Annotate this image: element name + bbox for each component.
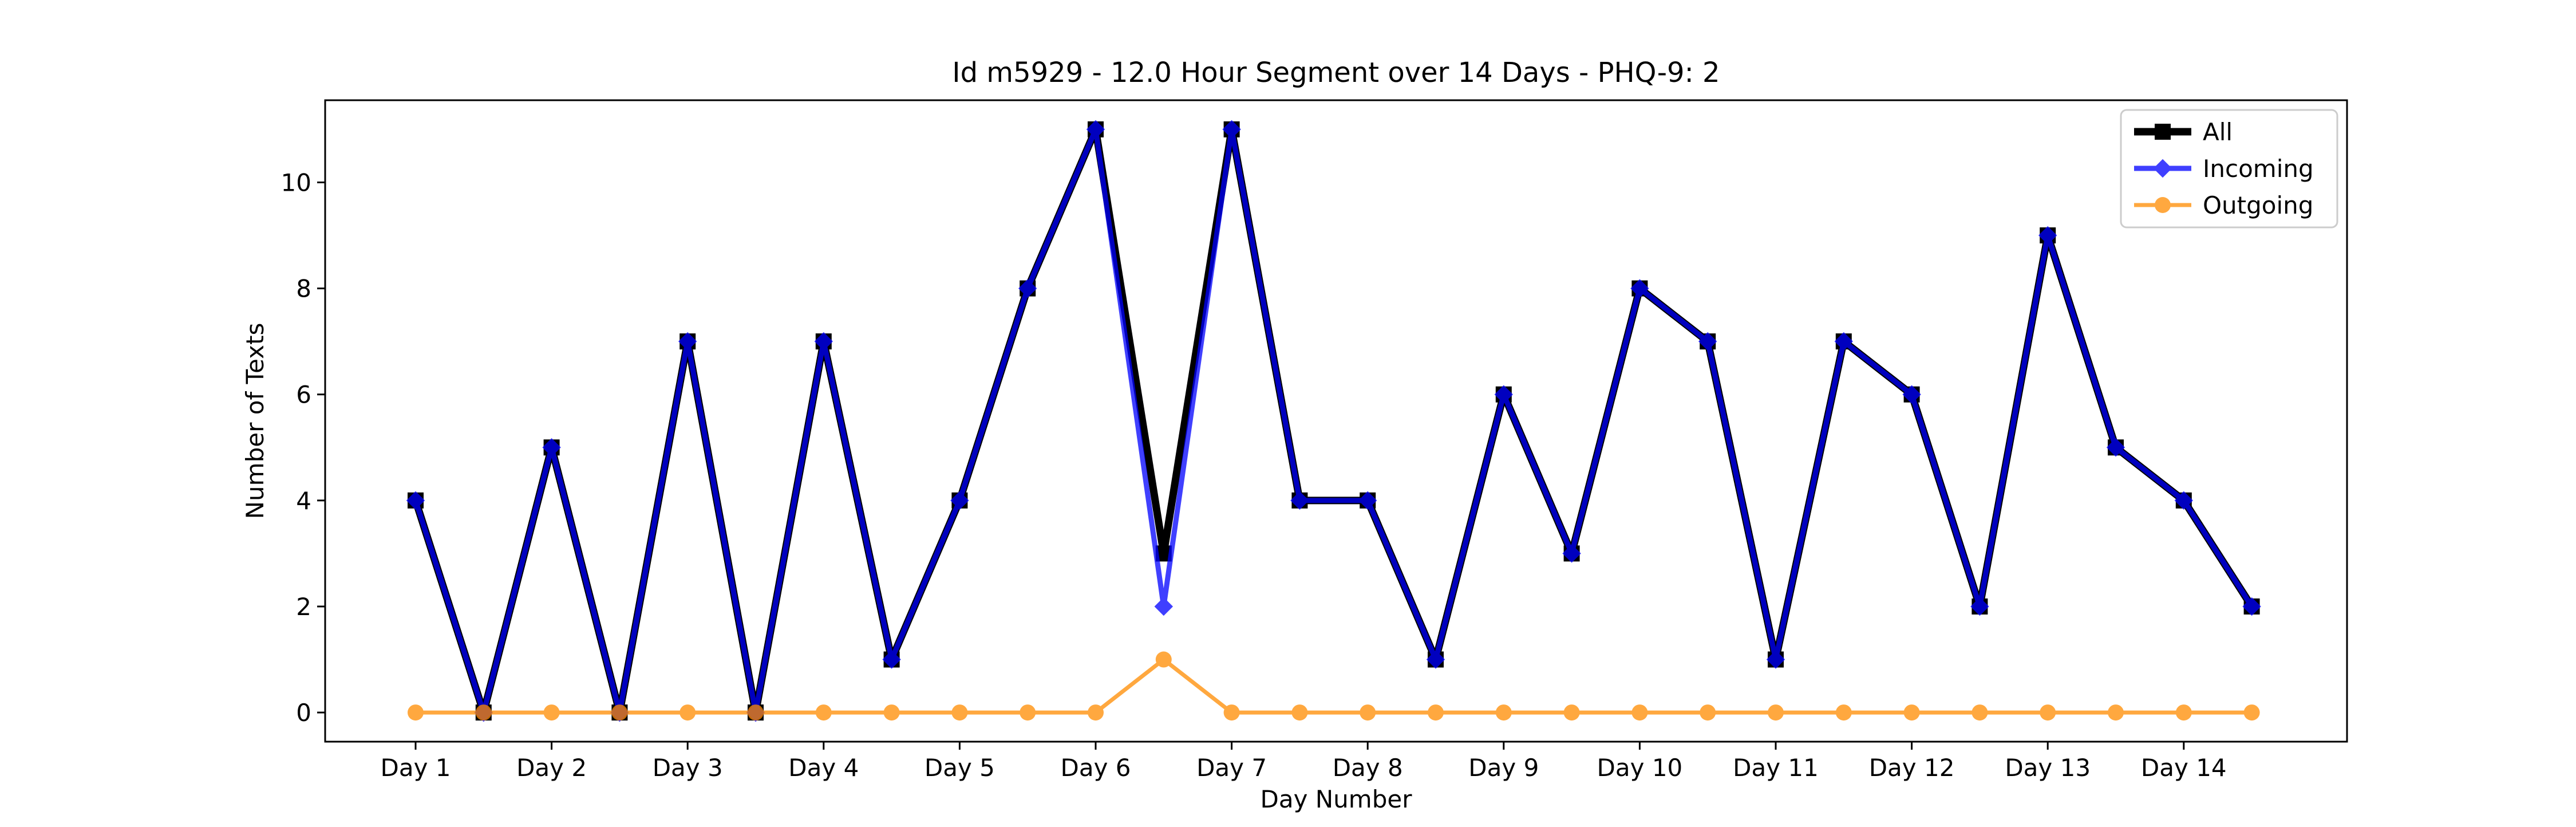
data-point-outgoing [1631,704,1648,721]
legend-entry-all [2134,124,2191,140]
data-point-incoming [1630,279,1649,298]
data-point-outgoing [1495,704,1512,721]
x-tick-label: Day 2 [516,754,587,782]
data-point-outgoing [1903,704,1920,721]
data-point-incoming [542,438,561,457]
data-point-incoming [1698,332,1717,351]
x-tick-label: Day 1 [380,754,451,782]
y-axis-ticks: 0 2 4 6 8 10 [281,168,325,727]
data-point-outgoing [1768,704,1784,721]
data-point-incoming [1902,385,1921,404]
data-point-incoming [1086,120,1105,139]
data-point-incoming [1358,491,1377,510]
x-tick-label: Day 10 [1597,754,1683,782]
x-tick-label: Day 13 [2005,754,2091,782]
data-point-outgoing [2243,704,2260,721]
data-point-incoming [1426,650,1445,669]
x-axis-label: Day Number [1260,785,1412,813]
x-tick-label: Day 12 [1869,754,1955,782]
x-tick-label: Day 4 [788,754,859,782]
data-point-incoming [1290,491,1309,510]
data-point-incoming [814,332,833,351]
data-point-incoming [406,491,425,510]
data-point-outgoing [883,704,900,721]
data-point-outgoing [1700,704,1716,721]
y-tick-label: 10 [281,168,311,196]
legend-marker-all [2155,124,2171,140]
data-point-incoming [2242,597,2261,616]
legend-entry-outgoing [2134,197,2191,213]
x-tick-label: Day 9 [1468,754,1539,782]
y-tick-label: 4 [296,487,311,515]
data-point-outgoing [2040,704,2056,721]
x-tick-label: Day 14 [2141,754,2227,782]
series-outgoing [408,651,2260,721]
data-point-outgoing [1835,704,1852,721]
y-axis-label: Number of Texts [241,323,269,519]
y-tick-label: 6 [296,381,311,409]
y-tick-label: 8 [296,275,311,303]
data-point-incoming [2106,438,2125,457]
data-point-outgoing [1971,704,1988,721]
data-point-incoming [2038,226,2057,245]
x-tick-label: Day 6 [1060,754,1131,782]
series-line-incoming [413,127,2254,715]
legend-marker-incoming [2153,159,2172,178]
data-point-incoming [882,650,901,669]
data-point-incoming [1562,544,1581,563]
data-point-outgoing [2175,704,2192,721]
legend: All Incoming Outgoing [2120,109,2338,229]
y-tick-label: 2 [296,593,311,621]
data-point-incoming [678,332,697,351]
data-point-outgoing [408,704,424,721]
data-point-incoming [1222,120,1241,139]
data-point-outgoing [1223,704,1240,721]
data-point-outgoing [815,704,832,721]
x-axis-ticks: Day 1 Day 2 Day 3 Day 4 Day 5 Day 6 Day 7 Day 8… [380,742,2227,782]
data-point-outgoing [1088,704,1104,721]
legend-box [2120,109,2338,229]
data-point-outgoing [1155,651,1172,668]
x-tick-label: Day 7 [1196,754,1267,782]
data-point-outgoing [611,704,628,721]
data-point-incoming [1494,385,1514,404]
data-point-incoming [1766,650,1785,669]
data-point-incoming [950,491,969,510]
data-point-outgoing [748,704,764,721]
legend-label-outgoing: Outgoing [2203,191,2313,219]
data-point-outgoing [1428,704,1444,721]
data-point-incoming [1154,597,1174,616]
data-point-outgoing [1020,704,1036,721]
data-point-outgoing [1563,704,1580,721]
plot-area [406,120,2261,722]
data-point-incoming [2174,491,2194,510]
x-tick-label: Day 11 [1733,754,1819,782]
legend-marker-outgoing [2155,197,2171,213]
x-tick-label: Day 5 [924,754,995,782]
y-tick-label: 0 [296,699,311,727]
data-point-outgoing [543,704,560,721]
chart-title: Id m5929 - 12.0 Hour Segment over 14 Day… [952,57,1720,89]
series-line-outgoing [416,657,2252,715]
legend-label-all: All [2203,118,2233,146]
data-point-incoming [1834,332,1854,351]
data-point-incoming [1018,279,1037,298]
x-tick-label: Day 3 [653,754,723,782]
data-point-outgoing [475,704,492,721]
legend-label-incoming: Incoming [2203,155,2314,183]
data-point-outgoing [2108,704,2124,721]
data-point-outgoing [1291,704,1308,721]
data-point-outgoing [679,704,696,721]
legend-entry-incoming [2134,159,2191,178]
plot-frame [324,99,2348,743]
data-point-incoming [1970,597,1989,616]
data-point-outgoing [951,704,968,721]
x-tick-label: Day 8 [1333,754,1403,782]
data-point-outgoing [1360,704,1376,721]
